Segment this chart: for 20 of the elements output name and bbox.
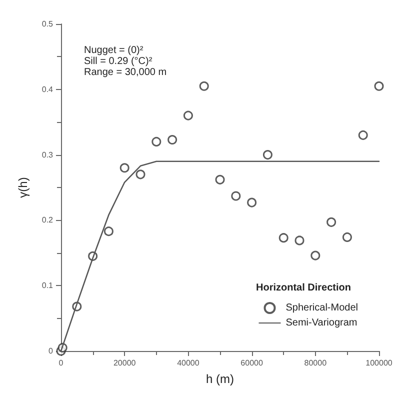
- x-axis-title: h (m): [206, 372, 234, 386]
- x-tick-label: 0: [58, 358, 64, 368]
- annotation: Sill = 0.29 (°C)²: [84, 56, 153, 67]
- y-tick-label: 0.3: [42, 150, 54, 160]
- legend-title: Horizontal Direction: [256, 282, 352, 294]
- y-tick-label: 0.1: [42, 281, 54, 290]
- x-tick-label: 80000: [304, 358, 328, 368]
- y-tick-label: 0: [48, 346, 54, 356]
- legend-label: Spherical-Model: [286, 302, 358, 314]
- legend-label: Semi-Variogram: [286, 318, 358, 328]
- x-tick-label: 20000: [113, 358, 136, 368]
- y-axis-title: γ(h): [16, 177, 30, 198]
- y-tick-label: 0.2: [42, 216, 54, 225]
- x-tick-label: 60000: [240, 358, 264, 368]
- y-tick-label: 0.4: [42, 84, 54, 94]
- x-tick-label: 100000: [366, 358, 393, 368]
- x-tick-label: 40000: [177, 358, 200, 368]
- annotation: Nugget = (0)²: [84, 45, 144, 56]
- y-tick-label: 0.5: [42, 20, 54, 28]
- annotation: Range = 30,000 m: [84, 67, 167, 78]
